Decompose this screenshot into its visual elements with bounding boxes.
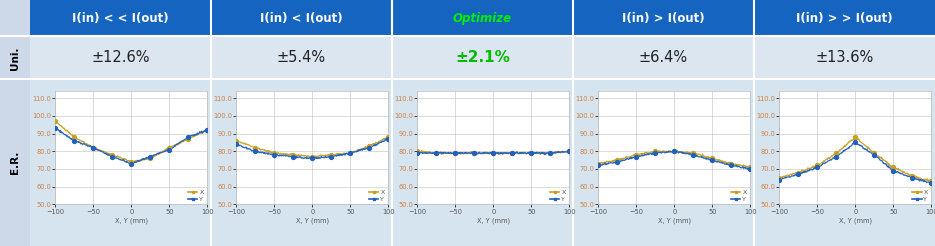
Bar	[0, 79, 935, 246]
Text: Optimize: Optimize	[453, 12, 512, 25]
Legend: X, Y: X, Y	[912, 189, 928, 202]
Text: Uni.: Uni.	[10, 46, 20, 70]
Legend: X, Y: X, Y	[368, 189, 385, 202]
X-axis label: X, Y (mm): X, Y (mm)	[295, 217, 329, 224]
Text: ±12.6%: ±12.6%	[92, 50, 150, 65]
Bar	[0, 36, 935, 79]
Text: ±5.4%: ±5.4%	[277, 50, 326, 65]
Text: ±2.1%: ±2.1%	[455, 50, 510, 65]
X-axis label: X, Y (mm): X, Y (mm)	[658, 217, 691, 224]
X-axis label: X, Y (mm): X, Y (mm)	[839, 217, 872, 224]
X-axis label: X, Y (mm): X, Y (mm)	[477, 217, 510, 224]
X-axis label: X, Y (mm): X, Y (mm)	[115, 217, 148, 224]
Text: ±6.4%: ±6.4%	[639, 50, 688, 65]
Text: E.R.: E.R.	[10, 151, 20, 174]
Legend: X, Y: X, Y	[730, 189, 747, 202]
Text: I(in) > I(out): I(in) > I(out)	[622, 12, 705, 25]
Legend: X, Y: X, Y	[187, 189, 204, 202]
Text: I(in) < I(out): I(in) < I(out)	[260, 12, 343, 25]
Legend: X, Y: X, Y	[550, 189, 567, 202]
Bar	[0, 0, 30, 246]
Bar	[0, 0, 935, 36]
Text: I(in) > > I(out): I(in) > > I(out)	[797, 12, 893, 25]
Text: I(in) < < I(out): I(in) < < I(out)	[72, 12, 168, 25]
Text: ±13.6%: ±13.6%	[815, 50, 873, 65]
